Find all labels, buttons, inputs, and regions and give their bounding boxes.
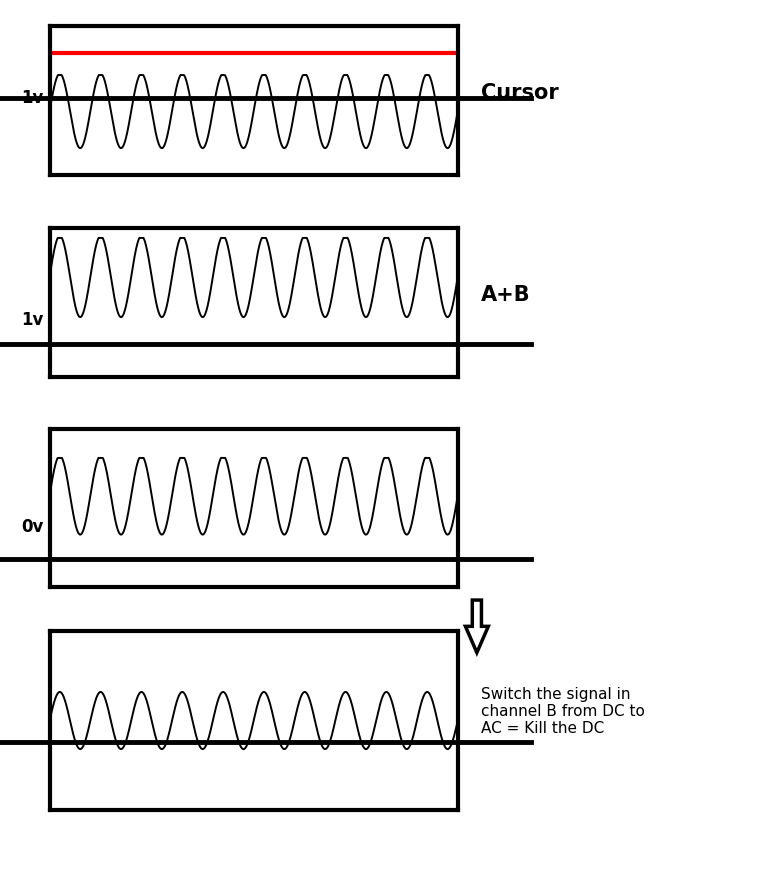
Text: Cursor: Cursor <box>481 83 559 103</box>
Text: 1v: 1v <box>21 88 43 107</box>
Text: 0v: 0v <box>21 518 43 536</box>
Text: 1v: 1v <box>21 311 43 329</box>
Text: Switch the signal in
channel B from DC to
AC = Kill the DC: Switch the signal in channel B from DC t… <box>481 687 645 737</box>
Text: A+B: A+B <box>481 285 530 305</box>
